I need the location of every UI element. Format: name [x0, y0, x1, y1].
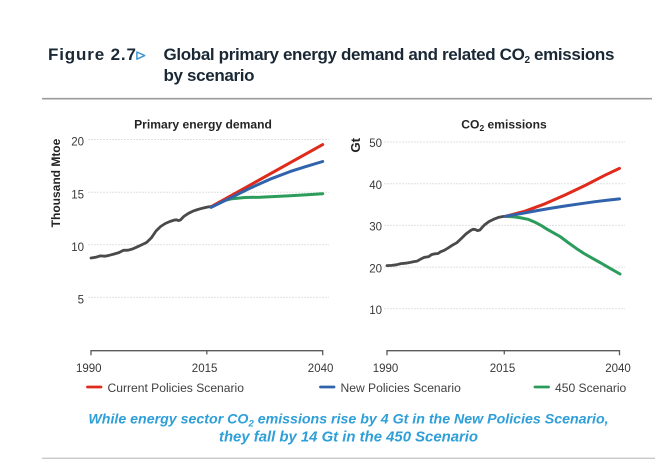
- svg-text:they fall by 14 Gt in the 450: they fall by 14 Gt in the 450 Scenario: [219, 429, 478, 445]
- svg-text:CO2 emissions: CO2 emissions: [461, 118, 547, 134]
- svg-text:Gt: Gt: [348, 137, 363, 152]
- svg-text:50: 50: [369, 138, 382, 150]
- svg-text:15: 15: [71, 190, 84, 202]
- svg-text:20: 20: [71, 137, 84, 149]
- svg-text:Global primary energy demand a: Global primary energy demand and related…: [164, 45, 615, 66]
- svg-text:1990: 1990: [373, 363, 399, 375]
- svg-text:20: 20: [369, 263, 382, 275]
- svg-text:While energy sector CO2 emissi: While energy sector CO2 emissions rise b…: [88, 412, 608, 430]
- svg-text:10: 10: [369, 305, 382, 317]
- svg-text:10: 10: [71, 242, 84, 254]
- svg-text:New Policies Scenario: New Policies Scenario: [341, 381, 462, 395]
- svg-text:Figure 2.7: Figure 2.7: [48, 45, 137, 64]
- svg-text:Current Policies Scenario: Current Policies Scenario: [108, 381, 245, 395]
- svg-text:450 Scenario: 450 Scenario: [555, 381, 627, 395]
- svg-text:40: 40: [369, 180, 382, 192]
- svg-text:Primary energy demand: Primary energy demand: [134, 118, 272, 132]
- svg-text:5: 5: [78, 295, 84, 307]
- svg-text:30: 30: [369, 222, 382, 234]
- svg-text:1990: 1990: [76, 363, 102, 375]
- svg-text:2015: 2015: [192, 363, 218, 375]
- svg-text:by scenario: by scenario: [164, 66, 255, 85]
- svg-text:2040: 2040: [308, 363, 334, 375]
- svg-text:Thousand Mtoe: Thousand Mtoe: [49, 138, 63, 227]
- svg-text:2040: 2040: [605, 363, 631, 375]
- svg-text:2015: 2015: [490, 363, 516, 375]
